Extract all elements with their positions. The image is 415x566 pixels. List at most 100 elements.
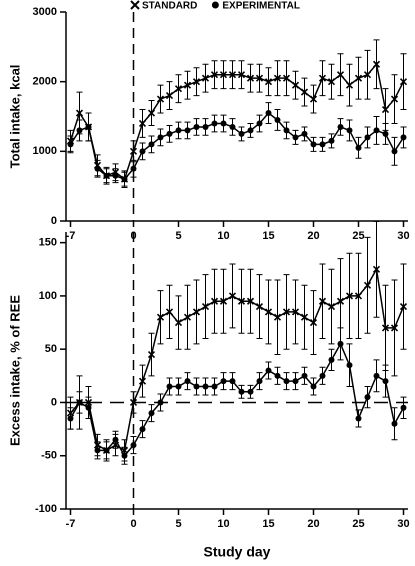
point	[166, 130, 173, 137]
point	[129, 398, 138, 407]
point	[228, 71, 237, 79]
y-tick-label: -50	[41, 450, 57, 462]
point	[192, 308, 201, 316]
x-tick-label: 20	[307, 230, 319, 242]
point	[337, 123, 344, 130]
point	[175, 127, 182, 134]
point	[147, 109, 156, 117]
point	[382, 130, 389, 137]
point	[156, 313, 165, 321]
point	[256, 120, 263, 127]
point	[346, 362, 353, 369]
legend-marker	[211, 1, 219, 9]
point	[264, 308, 273, 316]
point	[292, 378, 299, 385]
point	[67, 141, 74, 148]
point	[327, 78, 336, 86]
point	[210, 297, 219, 305]
point	[328, 356, 335, 363]
point	[391, 148, 398, 155]
y-tick-label: 1000	[33, 145, 57, 157]
point	[300, 313, 309, 321]
point	[319, 141, 326, 148]
x-tick-label: 10	[217, 518, 229, 530]
point	[256, 378, 263, 385]
point	[328, 137, 335, 144]
point	[238, 130, 245, 137]
point	[273, 74, 282, 82]
point	[265, 110, 272, 117]
point	[184, 378, 191, 385]
point	[229, 378, 236, 385]
point	[273, 313, 282, 321]
legend-label: STANDARD	[142, 1, 197, 12]
point	[193, 383, 200, 390]
point	[283, 378, 290, 385]
series-line	[69, 267, 405, 452]
point	[309, 318, 318, 327]
x-tick-label: 30	[397, 230, 409, 242]
point	[85, 123, 92, 130]
x-tick-label: 5	[175, 518, 181, 530]
point	[201, 74, 210, 82]
point	[112, 172, 119, 179]
point	[130, 165, 137, 172]
point	[193, 123, 200, 130]
point	[211, 383, 218, 390]
point	[274, 372, 281, 379]
point	[219, 297, 228, 305]
x-tick-label: -7	[66, 518, 76, 530]
point	[247, 127, 254, 134]
y-tick-label: 0	[51, 396, 57, 408]
point	[309, 95, 318, 103]
point	[372, 265, 381, 273]
point	[327, 303, 336, 311]
point	[130, 442, 137, 449]
point	[138, 119, 147, 128]
point	[157, 134, 164, 141]
point	[301, 130, 308, 137]
point	[291, 81, 300, 89]
point	[400, 134, 407, 141]
point	[364, 394, 371, 401]
point	[166, 383, 173, 390]
y-tick-label: 3000	[33, 6, 57, 18]
point	[139, 426, 146, 433]
point	[174, 318, 183, 327]
point	[147, 350, 156, 359]
point	[202, 383, 209, 390]
legend-label: EXPERIMENTAL	[222, 1, 300, 12]
point	[364, 134, 371, 141]
point	[157, 399, 164, 406]
y-tick-label: 2000	[33, 76, 57, 88]
point	[319, 372, 326, 379]
point	[382, 378, 389, 385]
x-axis-label: Study day	[204, 544, 271, 560]
point	[148, 410, 155, 417]
point	[139, 148, 146, 155]
point	[103, 172, 110, 179]
point	[390, 324, 399, 332]
point	[355, 415, 362, 422]
point	[391, 420, 398, 427]
point	[75, 109, 84, 117]
point	[264, 78, 273, 86]
point	[282, 308, 291, 316]
point	[183, 81, 192, 89]
y-axis-label: Total intake, kcal	[7, 65, 22, 169]
point	[85, 404, 92, 411]
point	[337, 340, 344, 347]
point	[373, 127, 380, 134]
point	[129, 147, 138, 155]
point	[363, 281, 372, 289]
x-tick-label: 15	[262, 518, 274, 530]
point	[220, 120, 227, 127]
x-tick-label: 5	[175, 230, 181, 242]
point	[355, 144, 362, 151]
y-tick-label: 150	[39, 237, 57, 249]
point	[310, 383, 317, 390]
point	[246, 74, 255, 82]
point	[237, 297, 246, 305]
point	[345, 81, 354, 89]
point	[247, 388, 254, 395]
